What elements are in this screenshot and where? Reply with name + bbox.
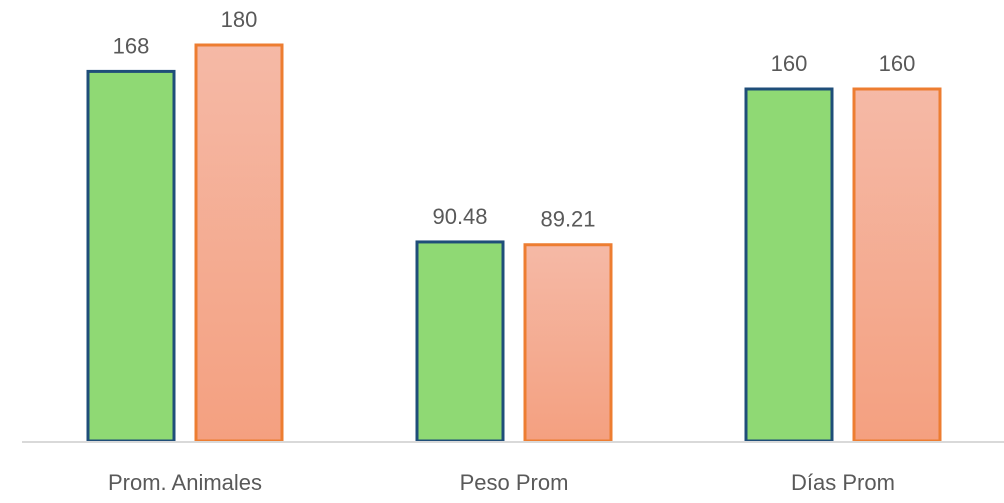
bar-series-1-2 bbox=[852, 87, 942, 443]
x-tick-label-2: Días Prom bbox=[791, 470, 895, 495]
data-label-series-0-2: 160 bbox=[771, 51, 808, 76]
bar-series-0-2 bbox=[744, 87, 834, 443]
data-label-series-1-2: 160 bbox=[879, 51, 916, 76]
data-label-series-1-1: 89.21 bbox=[540, 207, 595, 232]
data-labels-layer: 168 180 90.48 89.21 160 160 bbox=[113, 7, 916, 232]
data-label-series-1-0: 180 bbox=[221, 7, 258, 32]
data-label-series-0-0: 168 bbox=[113, 33, 150, 58]
x-tick-label-0: Prom. Animales bbox=[108, 470, 262, 495]
x-tick-labels: Prom. Animales Peso Prom Días Prom bbox=[108, 470, 895, 495]
bar-series-1-0 bbox=[194, 43, 284, 443]
bar-series-0-0 bbox=[86, 69, 176, 443]
bars-layer bbox=[86, 43, 942, 443]
bar-series-1-1 bbox=[523, 243, 613, 443]
x-tick-label-1: Peso Prom bbox=[460, 470, 569, 495]
bar-series-0-1 bbox=[415, 240, 505, 443]
data-label-series-0-1: 90.48 bbox=[432, 204, 487, 229]
